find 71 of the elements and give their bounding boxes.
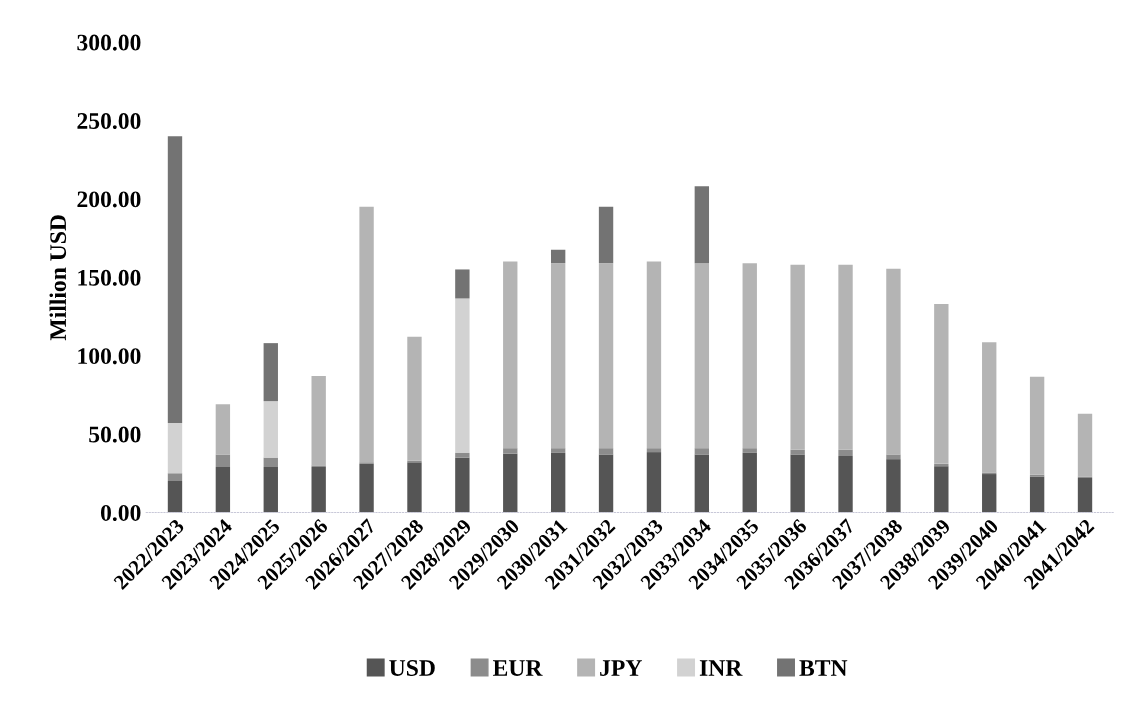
bar <box>598 206 614 264</box>
y-tick-label: 200.00 <box>77 191 141 208</box>
bar <box>263 401 278 458</box>
legend-label: INR <box>699 660 743 676</box>
bar <box>167 423 183 474</box>
y-tick-label: 50.00 <box>89 426 141 443</box>
bar <box>598 454 614 513</box>
bar <box>790 454 805 513</box>
bar <box>694 186 710 264</box>
bar <box>407 336 422 461</box>
y-tick-label: 250.00 <box>77 113 141 130</box>
bar <box>982 342 997 473</box>
bar <box>886 268 901 455</box>
bar <box>646 452 662 513</box>
bar <box>311 466 326 513</box>
bar <box>550 249 566 264</box>
bar <box>838 264 853 450</box>
legend-label: USD <box>389 660 435 676</box>
bar <box>742 448 757 453</box>
bar <box>263 457 278 467</box>
legend-label: EUR <box>492 660 543 676</box>
bar <box>455 298 470 453</box>
bar <box>742 263 757 449</box>
bar <box>359 463 374 513</box>
y-axis-title: Million USD <box>49 215 67 341</box>
bar <box>550 448 566 453</box>
bar <box>167 136 183 424</box>
bar <box>263 466 278 513</box>
bar <box>790 264 805 450</box>
bar <box>646 448 662 453</box>
bar <box>838 449 853 457</box>
bar <box>886 454 901 460</box>
bar <box>503 448 518 454</box>
legend-label: JPY <box>600 660 642 676</box>
bar <box>1077 477 1093 513</box>
bar <box>598 448 614 455</box>
bar <box>455 269 470 299</box>
bar <box>1029 376 1045 475</box>
bar <box>503 261 518 449</box>
bar <box>263 343 278 402</box>
bar <box>694 448 710 455</box>
bar <box>694 454 710 513</box>
bar <box>598 263 614 449</box>
bar <box>550 263 566 449</box>
bar <box>1029 476 1045 513</box>
bar <box>311 376 326 466</box>
bar <box>838 456 853 513</box>
bar <box>455 452 470 458</box>
y-tick-label: 150.00 <box>78 269 141 286</box>
bar <box>886 459 901 513</box>
bar <box>215 466 231 513</box>
bar <box>934 466 949 513</box>
bar <box>694 263 710 449</box>
bar <box>359 206 374 463</box>
bar <box>550 452 566 513</box>
bar <box>407 462 422 513</box>
bar <box>215 404 231 455</box>
bar <box>215 454 231 467</box>
bar <box>982 474 997 513</box>
bar <box>646 261 662 449</box>
y-tick-label: 300.00 <box>77 34 141 51</box>
bar <box>167 473 183 482</box>
legend-label: BTN <box>799 660 848 676</box>
bar <box>503 453 518 513</box>
bar <box>742 452 757 513</box>
bar <box>1077 413 1093 477</box>
y-tick-label: 0.00 <box>100 504 141 521</box>
bar <box>455 457 470 513</box>
bar <box>934 303 949 464</box>
bar <box>167 481 183 513</box>
y-tick-label: 100.00 <box>78 348 141 365</box>
